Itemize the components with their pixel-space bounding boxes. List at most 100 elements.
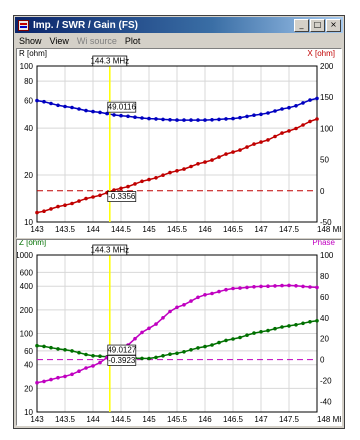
series-point-1 bbox=[287, 129, 291, 133]
menu-plot[interactable]: Plot bbox=[124, 35, 141, 46]
series-point-1 bbox=[84, 196, 88, 201]
series-point-0 bbox=[168, 352, 172, 356]
x-tick-label: 143.5 bbox=[55, 225, 76, 234]
series-point-1 bbox=[147, 326, 151, 331]
series-point-1 bbox=[203, 293, 207, 297]
series-point-1 bbox=[175, 169, 179, 173]
readout-box bbox=[107, 101, 137, 113]
series-point-0 bbox=[140, 116, 144, 120]
series-point-0 bbox=[224, 338, 228, 343]
series-point-1 bbox=[154, 176, 158, 180]
series-point-0 bbox=[245, 114, 249, 119]
series-point-1 bbox=[91, 364, 95, 368]
series-point-0 bbox=[287, 324, 291, 328]
impedance-plot-bottom[interactable]: Z [ohm] Phase 10 20 40 60 100 200 400 600 1000 -40-… bbox=[16, 239, 342, 426]
series-point-0 bbox=[252, 113, 256, 117]
series-point-1 bbox=[42, 209, 46, 213]
x-tick-label: 145 bbox=[142, 225, 156, 234]
series-point-0 bbox=[315, 319, 319, 323]
series-point-1 bbox=[77, 369, 81, 373]
series-point-0 bbox=[84, 108, 88, 113]
x-tick-label: 145.5 bbox=[167, 415, 188, 424]
r-x-chart[interactable]: R [ohm] X [ohm] 10 20 40 60 80 100 -50 0 50 100 150 2… bbox=[17, 49, 341, 237]
series-point-1 bbox=[182, 167, 186, 171]
series-point-0 bbox=[147, 116, 151, 121]
left-tick-label: 10 bbox=[24, 408, 33, 417]
left-axis-title: R [ohm] bbox=[19, 49, 47, 58]
title-bar[interactable]: Imp. / SWR / Gain (FS) _ □ × bbox=[15, 17, 343, 33]
left-tick-label: 20 bbox=[24, 384, 33, 393]
series-point-0 bbox=[301, 321, 305, 326]
series-point-0 bbox=[308, 320, 312, 324]
series-point-1 bbox=[182, 303, 186, 307]
series-point-0 bbox=[224, 117, 228, 121]
series-point-1 bbox=[252, 285, 256, 289]
app-icon[interactable] bbox=[18, 19, 29, 31]
series-point-0 bbox=[189, 348, 193, 352]
series-point-1 bbox=[301, 284, 305, 289]
series-point-1 bbox=[133, 336, 137, 341]
series-point-1 bbox=[273, 134, 277, 139]
series-point-1 bbox=[49, 377, 53, 382]
series-point-1 bbox=[308, 119, 312, 124]
series-point-1 bbox=[231, 150, 235, 154]
plot-frame bbox=[36, 254, 318, 413]
series-point-1 bbox=[161, 173, 165, 177]
series-point-0 bbox=[35, 98, 39, 103]
x-tick-label: 144 bbox=[86, 225, 100, 234]
series-point-0 bbox=[126, 114, 130, 119]
maximize-button[interactable]: □ bbox=[310, 18, 325, 32]
series-point-1 bbox=[189, 299, 193, 303]
series-point-0 bbox=[112, 113, 116, 117]
series-point-0 bbox=[280, 107, 284, 111]
menu-view[interactable]: View bbox=[49, 35, 69, 46]
series-point-1 bbox=[35, 210, 39, 215]
series-point-0 bbox=[245, 333, 249, 337]
plot-frame bbox=[36, 65, 318, 223]
series-point-1 bbox=[56, 375, 60, 380]
series-point-1 bbox=[245, 145, 249, 149]
series-point-0 bbox=[35, 343, 39, 348]
menu-wi-source[interactable]: Wi source bbox=[76, 35, 117, 46]
x-tick-label: 144.5 bbox=[111, 415, 132, 424]
left-tick-label: 10 bbox=[24, 218, 33, 227]
readout-box bbox=[107, 355, 137, 366]
impedance-plot-top[interactable]: R [ohm] X [ohm] 10 20 40 60 80 100 -50 0 50 100 150 2… bbox=[16, 48, 342, 238]
right-tick-label: 60 bbox=[320, 293, 329, 302]
series-point-0 bbox=[42, 344, 46, 349]
window-controls: _ □ × bbox=[294, 18, 341, 32]
series-point-1 bbox=[112, 188, 116, 192]
x-tick-label: 143 bbox=[30, 225, 44, 234]
left-tick-label: 400 bbox=[20, 282, 34, 291]
readout-value: -0.3356 bbox=[108, 192, 136, 201]
menu-show[interactable]: Show bbox=[19, 35, 42, 46]
left-tick-label: 100 bbox=[20, 62, 34, 71]
series-point-0 bbox=[273, 109, 277, 113]
left-tick-label: 20 bbox=[24, 171, 33, 180]
minimize-button[interactable]: _ bbox=[294, 18, 309, 32]
series-point-1 bbox=[196, 295, 200, 300]
series-point-0 bbox=[91, 109, 95, 114]
series-point-0 bbox=[119, 113, 123, 118]
x-tick-label: 143.5 bbox=[55, 415, 76, 424]
series-point-0 bbox=[70, 105, 74, 110]
readout-value: 49.0127 bbox=[107, 346, 136, 355]
series-point-0 bbox=[91, 354, 95, 358]
series-point-1 bbox=[140, 330, 144, 335]
series-point-0 bbox=[301, 101, 305, 105]
right-axis-title: Phase bbox=[312, 240, 335, 247]
close-button[interactable]: × bbox=[326, 18, 341, 32]
series-point-0 bbox=[280, 325, 284, 329]
series-point-1 bbox=[224, 287, 228, 292]
series-point-1 bbox=[280, 283, 284, 288]
series-point-0 bbox=[105, 111, 109, 116]
right-tick-label: 20 bbox=[320, 335, 329, 344]
right-axis-title: X [ohm] bbox=[307, 49, 335, 58]
series-point-1 bbox=[238, 148, 242, 152]
series-point-0 bbox=[238, 335, 242, 340]
x-tick-label: 146 bbox=[198, 415, 212, 424]
series-point-0 bbox=[49, 345, 53, 350]
series-point-1 bbox=[315, 117, 319, 121]
z-phase-chart[interactable]: Z [ohm] Phase102040601002004006001000-40-… bbox=[17, 240, 341, 425]
left-tick-label: 40 bbox=[24, 361, 33, 370]
